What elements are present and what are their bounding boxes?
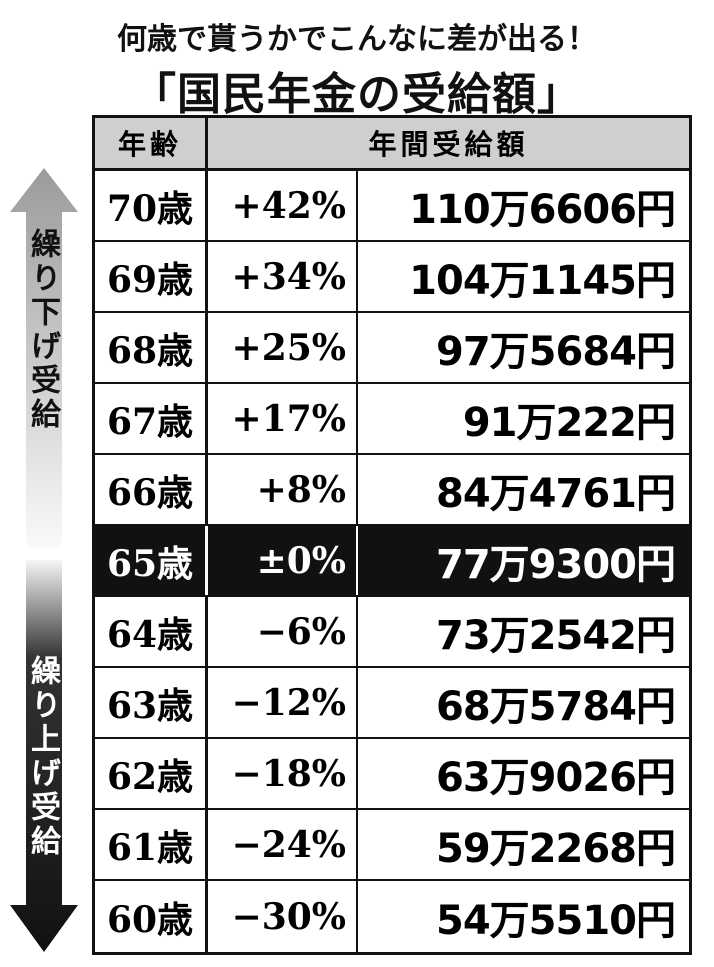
amount-cell: 68万5784円 (436, 683, 676, 730)
age-cell: 65歳 (95, 526, 208, 595)
table-row: 67歳 +17% 91万222円 (95, 384, 689, 455)
header-row: 年齢 年間受給額 (95, 118, 689, 171)
age-cell: 60歳 (95, 881, 208, 952)
age-cell: 63歳 (95, 668, 208, 737)
rate-cell: +34% (208, 242, 358, 311)
rate-cell: −6% (208, 597, 358, 666)
rate-cell: +8% (208, 455, 358, 524)
table: 年齢 年間受給額 70歳 +42% 110万6606円 69歳 +34% 104万1145円 6… (92, 115, 692, 955)
rate-cell: ±0% (208, 526, 358, 595)
table-row: 63歳 −12% 68万5784円 (95, 668, 689, 739)
amount-cell: 54万5510円 (436, 897, 676, 944)
table-row: 70歳 +42% 110万6606円 (95, 171, 689, 242)
age-cell: 62歳 (95, 739, 208, 808)
title-line1: 何歳で貰うかでこんなに差が出る！ (117, 22, 597, 57)
rate-cell: −24% (208, 810, 358, 879)
title-line2: 「国民年金の受給額」 (132, 69, 582, 120)
side-label-deferred: 繰り下げ受給 (25, 228, 60, 432)
rate-cell: +42% (208, 171, 358, 240)
arrows (10, 168, 78, 952)
amount-cell: 73万2542円 (436, 612, 676, 659)
amount-cell: 63万9026円 (436, 754, 676, 801)
amount-cell: 59万2268円 (436, 825, 676, 872)
amount-cell: 91万222円 (462, 399, 676, 446)
age-cell: 67歳 (95, 384, 208, 453)
age-cell: 69歳 (95, 242, 208, 311)
up-arrow (10, 168, 78, 548)
down-arrow (10, 560, 78, 952)
table-row: 64歳 −6% 73万2542円 (95, 597, 689, 668)
amount-cell: 97万5684円 (436, 328, 676, 375)
header-cell: 年間受給額 (368, 128, 529, 161)
rate-cell: −12% (208, 668, 358, 737)
age-cell: 61歳 (95, 810, 208, 879)
rate-cell: −30% (208, 881, 358, 952)
age-cell: 70歳 (95, 171, 208, 240)
table-row: 68歳 +25% 97万5684円 (95, 313, 689, 384)
header-cell: 年齢 (95, 118, 208, 168)
amount-cell: 84万4761円 (436, 470, 676, 517)
amount-cell: 110万6606円 (409, 186, 676, 233)
table-row: 61歳 −24% 59万2268円 (95, 810, 689, 881)
age-cell: 68歳 (95, 313, 208, 382)
side-label-early: 繰り上げ受給 (25, 655, 60, 859)
rate-cell: +17% (208, 384, 358, 453)
rate-cell: −18% (208, 739, 358, 808)
table-row: 66歳 +8% 84万4761円 (95, 455, 689, 526)
amount-cell: 77万9300円 (436, 541, 676, 588)
table-row: 60歳 −30% 54万5510円 (95, 881, 689, 952)
table-row: 69歳 +34% 104万1145円 (95, 242, 689, 313)
table-row: 62歳 −18% 63万9026円 (95, 739, 689, 810)
amount-cell: 104万1145円 (409, 257, 676, 304)
table-row: 65歳 ±0% 77万9300円 (95, 526, 689, 597)
age-cell: 66歳 (95, 455, 208, 524)
rate-cell: +25% (208, 313, 358, 382)
age-cell: 64歳 (95, 597, 208, 666)
